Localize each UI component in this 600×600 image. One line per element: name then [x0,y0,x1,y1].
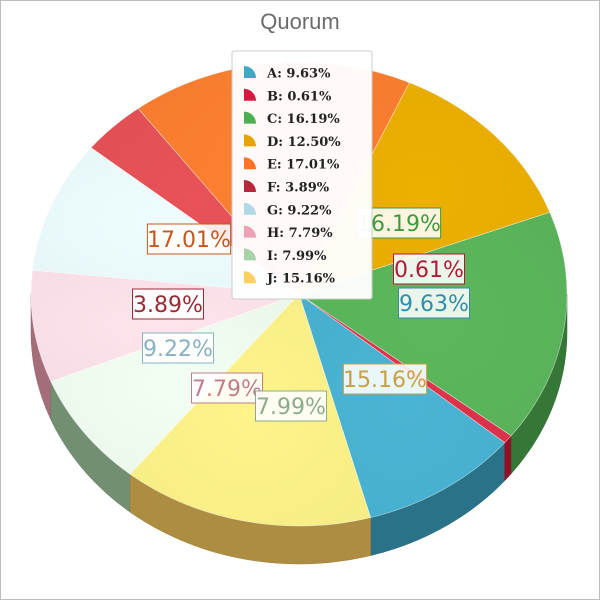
data-label-j: 15.16% [342,363,428,395]
pie-slice-j[interactable] [129,293,371,527]
svg-text:17.01%: 17.01% [147,228,231,253]
svg-text:9.22%: 9.22% [143,337,213,362]
legend-label: F: 3.89% [267,181,330,196]
legend-item-f[interactable]: F: 3.89% [244,180,330,196]
legend-label: J: 15.16% [266,272,336,287]
legend-item-j[interactable]: J: 15.16% [244,271,336,287]
legend: A: 9.63% B: 0.61% C: 16.19% D: 12.50% E: 17.… [231,50,373,300]
data-label-f: 3.89% [132,288,204,320]
legend-item-c[interactable]: C: 16.19% [244,111,340,128]
legend-label: G: 9.22% [267,203,332,218]
data-label-g: 9.22% [142,332,214,364]
data-label-b: 0.61% [393,253,465,285]
data-label-i: 7.99% [255,390,327,422]
pie-slice-i[interactable] [50,293,300,475]
legend-swatch-icon [244,202,256,215]
chart-title: Quorum [260,9,340,34]
legend-item-e[interactable]: E: 17.01% [244,157,340,173]
svg-text:0.61%: 0.61% [394,258,464,283]
legend-swatch-icon [244,134,256,147]
pie-slice-c[interactable] [298,211,568,437]
legend-label: A: 9.63% [266,67,331,82]
legend-swatch-icon [244,157,256,170]
legend-item-d[interactable]: D: 12.50% [244,134,341,150]
data-label-e: 17.01% [146,223,232,255]
data-labels: 9.63%0.61%16.19%17.01%3.89%9.22%7.79%7.9… [132,207,470,422]
legend-swatch-icon [244,66,256,78]
legend-label: B: 0.61% [267,89,332,104]
svg-text:3.89%: 3.89% [133,293,203,318]
legend-item-a[interactable]: A: 9.63% [244,66,331,82]
legend-swatch-icon [244,180,256,192]
data-label-a: 9.63% [398,287,470,319]
legend-item-b[interactable]: B: 0.61% [244,88,332,105]
legend-label: C: 16.19% [267,112,340,127]
legend-label: H: 7.79% [267,226,333,241]
svg-text:15.16%: 15.16% [343,368,427,393]
svg-text:9.63%: 9.63% [399,292,469,317]
pie-slice-side-b [504,434,512,482]
svg-text:7.79%: 7.79% [192,377,262,402]
legend-item-i[interactable]: I: 7.99% [244,248,327,264]
legend-swatch-icon [244,88,256,101]
legend-swatch-icon [244,111,256,124]
data-label-h: 7.79% [191,372,263,404]
legend-item-h[interactable]: H: 7.79% [244,225,333,242]
legend-label: D: 12.50% [267,135,341,150]
legend-swatch-icon [244,225,256,238]
svg-text:7.99%: 7.99% [256,395,326,420]
legend-swatch-icon [244,248,256,261]
pie-slice-a[interactable] [298,293,506,518]
legend-label: E: 17.01% [267,158,340,173]
legend-label: I: 7.99% [267,249,327,264]
legend-swatch-icon [244,271,256,284]
legend-item-g[interactable]: G: 9.22% [244,202,332,219]
